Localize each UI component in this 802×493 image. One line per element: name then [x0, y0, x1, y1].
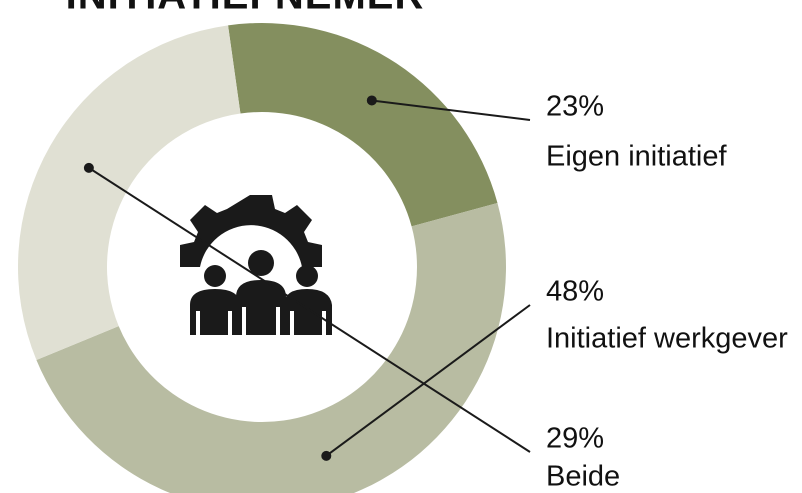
- donut: [18, 22, 506, 493]
- leader-line: [88, 167, 531, 453]
- center-icon: [180, 195, 332, 335]
- category-label: Eigen initiatief: [546, 141, 727, 173]
- leader-dot: [321, 450, 332, 461]
- leader-dot: [366, 95, 377, 106]
- value-label: 48%: [546, 276, 604, 308]
- chart-title: INITIATIEFNEMER: [66, 0, 425, 18]
- leader-dot: [83, 162, 94, 173]
- value-label: 23%: [546, 91, 604, 123]
- donut-segment: [18, 25, 241, 360]
- category-label: Initiatief werkgever: [546, 323, 788, 355]
- category-label: Beide: [546, 461, 620, 493]
- leader-line: [325, 304, 531, 457]
- donut-segment: [36, 203, 506, 493]
- leader-line: [371, 99, 531, 121]
- value-label: 29%: [546, 423, 604, 455]
- donut-segment: [228, 22, 498, 227]
